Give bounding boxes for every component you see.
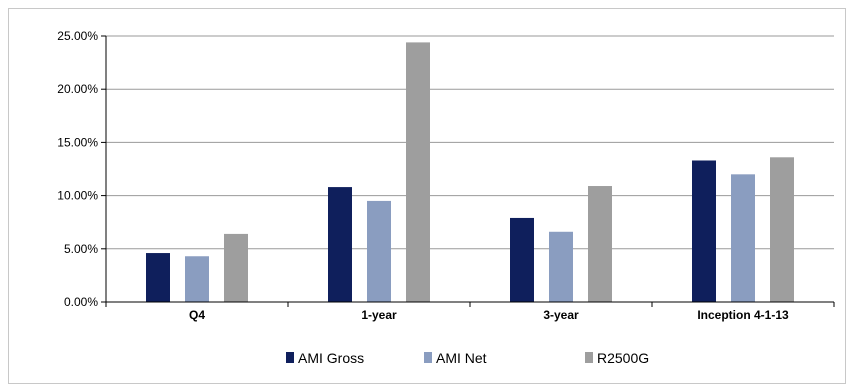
y-axis-labels: 0.00% 5.00% 10.00% 15.00% 20.00% 25.00% [57, 29, 98, 309]
legend-swatch [424, 352, 432, 363]
bar [510, 217, 534, 302]
x-category-label: Q4 [189, 308, 205, 322]
legend-label: AMI Net [436, 350, 487, 366]
bar [146, 253, 170, 302]
bar [731, 174, 755, 302]
bar [185, 256, 209, 302]
legend-label: R2500G [597, 350, 649, 366]
y-tick-label: 25.00% [57, 29, 98, 43]
legend: AMI Gross AMI Net R2500G [286, 350, 649, 366]
y-tick-label: 5.00% [64, 242, 98, 256]
legend-swatch [585, 352, 593, 363]
y-tick-label: 10.00% [57, 189, 98, 203]
bar [588, 186, 612, 302]
legend-label: AMI Gross [298, 350, 364, 366]
bar [692, 160, 716, 302]
bar [549, 231, 573, 302]
x-category-label: 1-year [361, 308, 397, 322]
x-category-label: 3-year [543, 308, 579, 322]
y-tick-label: 0.00% [64, 295, 98, 309]
y-tick-label: 15.00% [57, 135, 98, 149]
x-axis: Q4 1-year 3-year Inception 4-1-13 [105, 301, 835, 322]
gridlines [101, 35, 834, 303]
legend-swatch [286, 352, 294, 363]
bar [224, 233, 248, 302]
bar [328, 187, 352, 302]
x-category-label: Inception 4-1-13 [697, 308, 789, 322]
bar [367, 200, 391, 302]
bar [770, 157, 794, 302]
bar [406, 42, 430, 302]
bars [146, 42, 794, 302]
y-tick-label: 20.00% [57, 82, 98, 96]
